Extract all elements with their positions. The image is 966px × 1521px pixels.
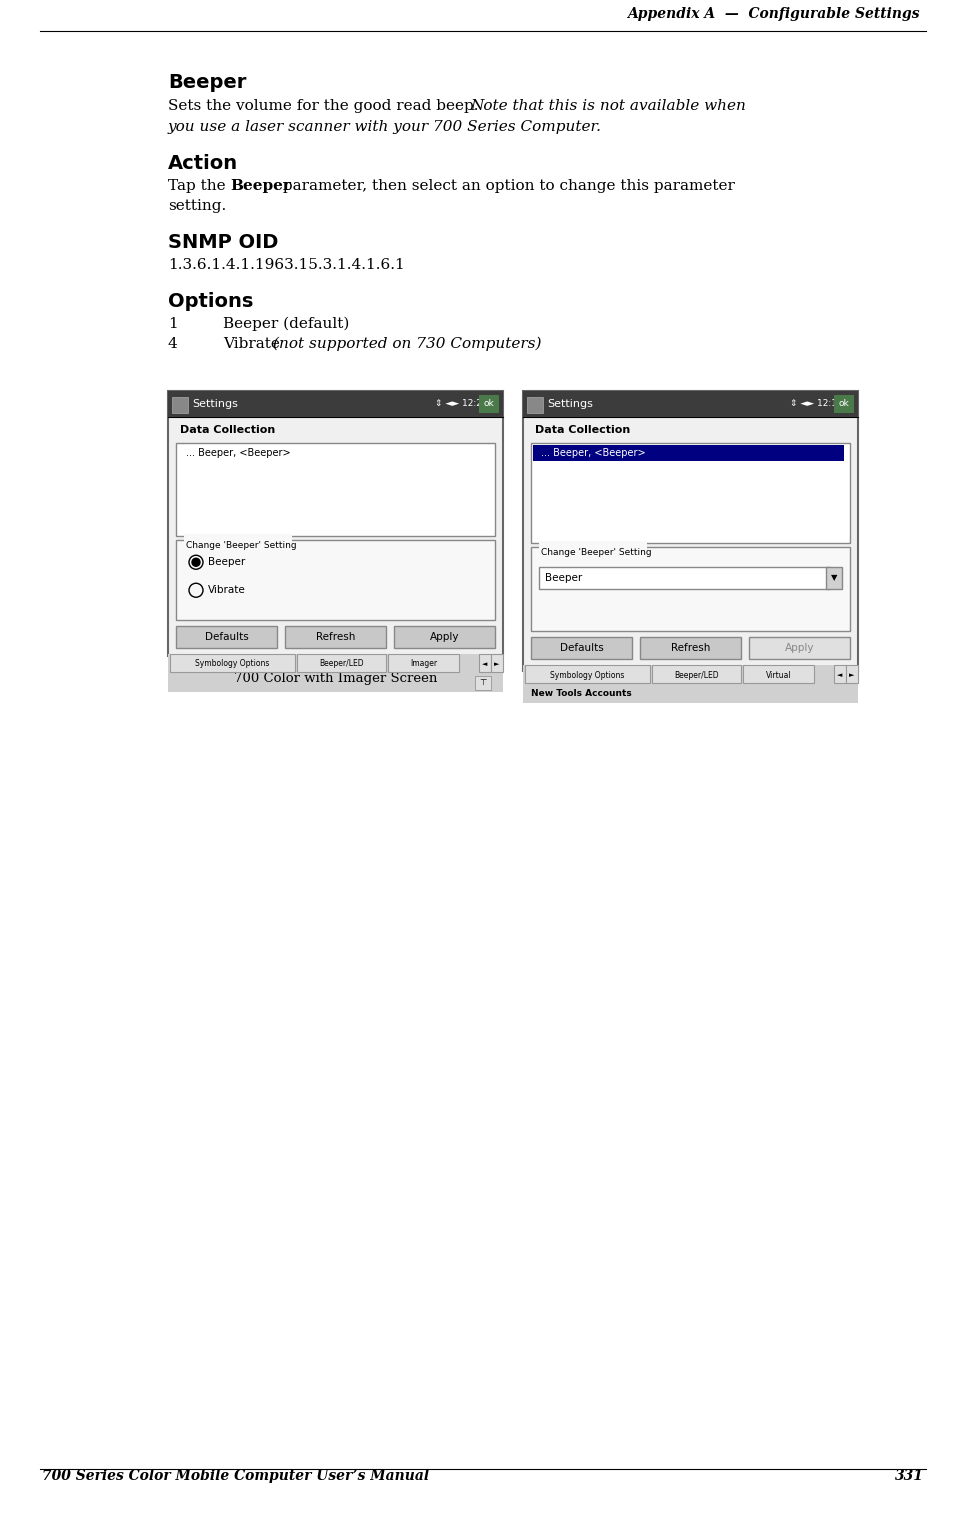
Bar [539,567,830,589]
Text: ⇕ ◄► 12:15: ⇕ ◄► 12:15 [790,400,842,409]
Text: ◄: ◄ [482,660,488,666]
Text: Beeper: Beeper [230,179,291,193]
Text: Refresh: Refresh [670,643,710,653]
Bar [846,665,858,683]
Bar [640,637,741,659]
Text: ⊤: ⊤ [479,678,487,687]
Bar [172,397,188,414]
Bar [834,395,854,414]
Bar [298,654,385,672]
Text: 1: 1 [168,316,178,332]
Text: Vibrate: Vibrate [223,338,285,351]
Text: Sets the volume for the good read beep.: Sets the volume for the good read beep. [168,99,483,113]
Text: Apply: Apply [784,643,814,653]
Bar [523,665,858,684]
Text: Action: Action [168,154,239,173]
Bar [531,637,632,659]
Bar [527,397,543,414]
Text: Beeper (default): Beeper (default) [223,316,350,332]
Bar [170,654,296,672]
Text: Settings: Settings [547,399,593,409]
Text: Symbology Options: Symbology Options [195,659,270,668]
Bar [743,665,814,683]
Bar [184,534,292,548]
Text: Symbology Options: Symbology Options [551,671,625,680]
Bar [475,675,491,689]
Text: Refresh: Refresh [316,631,355,642]
Bar [176,540,495,619]
Text: Tap the: Tap the [168,179,231,193]
Bar [749,637,850,659]
Bar [531,443,850,543]
Bar [168,674,503,692]
Text: Vibrate: Vibrate [208,586,245,595]
Text: 730 Screen: 730 Screen [652,672,728,684]
Text: 331: 331 [895,1469,924,1483]
Text: Beeper/LED: Beeper/LED [674,671,719,680]
Text: Settings: Settings [192,399,238,409]
Text: ... Beeper, <Beeper>: ... Beeper, <Beeper> [186,449,291,458]
Text: Options: Options [168,292,253,310]
Text: Data Collection: Data Collection [535,424,630,435]
Bar [523,391,858,671]
Text: (not supported on 730 Computers): (not supported on 730 Computers) [273,338,542,351]
Bar [176,625,277,648]
Text: Beeper: Beeper [208,557,245,567]
Bar [176,443,495,537]
Text: Defaults: Defaults [559,643,604,653]
Text: Virtual: Virtual [766,671,791,680]
Bar [168,391,503,417]
Text: SNMP OID: SNMP OID [168,233,278,252]
Text: setting.: setting. [168,199,226,213]
Text: ►: ► [849,672,855,678]
Text: Change 'Beeper' Setting: Change 'Beeper' Setting [541,548,652,557]
Text: 1.3.6.1.4.1.1963.15.3.1.4.1.6.1: 1.3.6.1.4.1.1963.15.3.1.4.1.6.1 [168,259,405,272]
Bar [387,654,460,672]
Bar [533,446,844,461]
Bar [525,665,650,683]
Bar [168,391,503,656]
Text: Beeper/LED: Beeper/LED [319,659,364,668]
Text: Beeper: Beeper [545,573,582,583]
Bar [168,654,503,674]
Text: Data Collection: Data Collection [180,424,275,435]
Text: ok: ok [484,400,495,409]
Text: ◄: ◄ [838,672,842,678]
Text: you use a laser scanner with your 700 Series Computer.: you use a laser scanner with your 700 Se… [168,120,602,134]
Text: ⇕ ◄► 12:29: ⇕ ◄► 12:29 [435,400,488,409]
Text: Apply: Apply [430,631,459,642]
Text: Imager: Imager [410,659,438,668]
Text: 700 Series Color Mobile Computer User’s Manual: 700 Series Color Mobile Computer User’s … [42,1469,429,1483]
Text: Change 'Beeper' Setting: Change 'Beeper' Setting [186,541,297,551]
Text: 4: 4 [168,338,178,351]
Text: Beeper: Beeper [168,73,246,91]
Bar [834,665,846,683]
Text: ok: ok [838,400,849,409]
Bar [479,654,491,672]
Circle shape [192,558,200,566]
Bar [826,567,842,589]
Bar [523,684,858,703]
Text: Defaults: Defaults [205,631,248,642]
Bar [479,395,499,414]
Bar [491,654,503,672]
Bar [539,541,647,555]
Text: ▼: ▼ [831,573,838,583]
Text: Note that this is not available when: Note that this is not available when [470,99,746,113]
Bar [523,391,858,417]
Bar [285,625,386,648]
Text: Appendix A  —  Configurable Settings: Appendix A — Configurable Settings [628,8,920,21]
Text: 700 Color with Imager Screen: 700 Color with Imager Screen [234,672,438,684]
Bar [531,548,850,631]
Text: parameter, then select an option to change this parameter: parameter, then select an option to chan… [278,179,735,193]
Bar [652,665,741,683]
Text: ... Beeper, <Beeper>: ... Beeper, <Beeper> [541,449,645,458]
Text: New Tools Accounts: New Tools Accounts [531,689,632,698]
Bar [394,625,495,648]
Text: ►: ► [495,660,499,666]
